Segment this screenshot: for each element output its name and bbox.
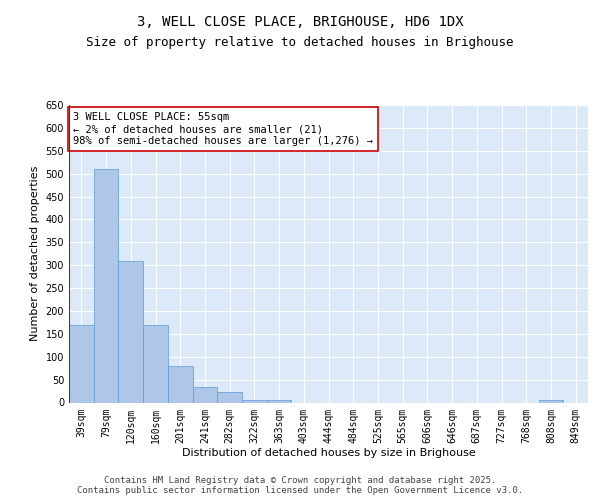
Bar — [168, 366, 193, 403]
Text: Size of property relative to detached houses in Brighouse: Size of property relative to detached ho… — [86, 36, 514, 49]
Text: Contains HM Land Registry data © Crown copyright and database right 2025.
Contai: Contains HM Land Registry data © Crown c… — [77, 476, 523, 495]
Bar — [539, 400, 563, 402]
Bar — [267, 400, 292, 402]
Bar — [217, 392, 242, 402]
Bar — [118, 260, 143, 402]
X-axis label: Distribution of detached houses by size in Brighouse: Distribution of detached houses by size … — [182, 448, 475, 458]
Bar — [94, 169, 118, 402]
Text: 3 WELL CLOSE PLACE: 55sqm
← 2% of detached houses are smaller (21)
98% of semi-d: 3 WELL CLOSE PLACE: 55sqm ← 2% of detach… — [73, 112, 373, 146]
Bar — [69, 324, 94, 402]
Bar — [193, 388, 217, 402]
Bar — [143, 324, 168, 402]
Bar — [242, 400, 267, 402]
Y-axis label: Number of detached properties: Number of detached properties — [30, 166, 40, 342]
Text: 3, WELL CLOSE PLACE, BRIGHOUSE, HD6 1DX: 3, WELL CLOSE PLACE, BRIGHOUSE, HD6 1DX — [137, 16, 463, 30]
